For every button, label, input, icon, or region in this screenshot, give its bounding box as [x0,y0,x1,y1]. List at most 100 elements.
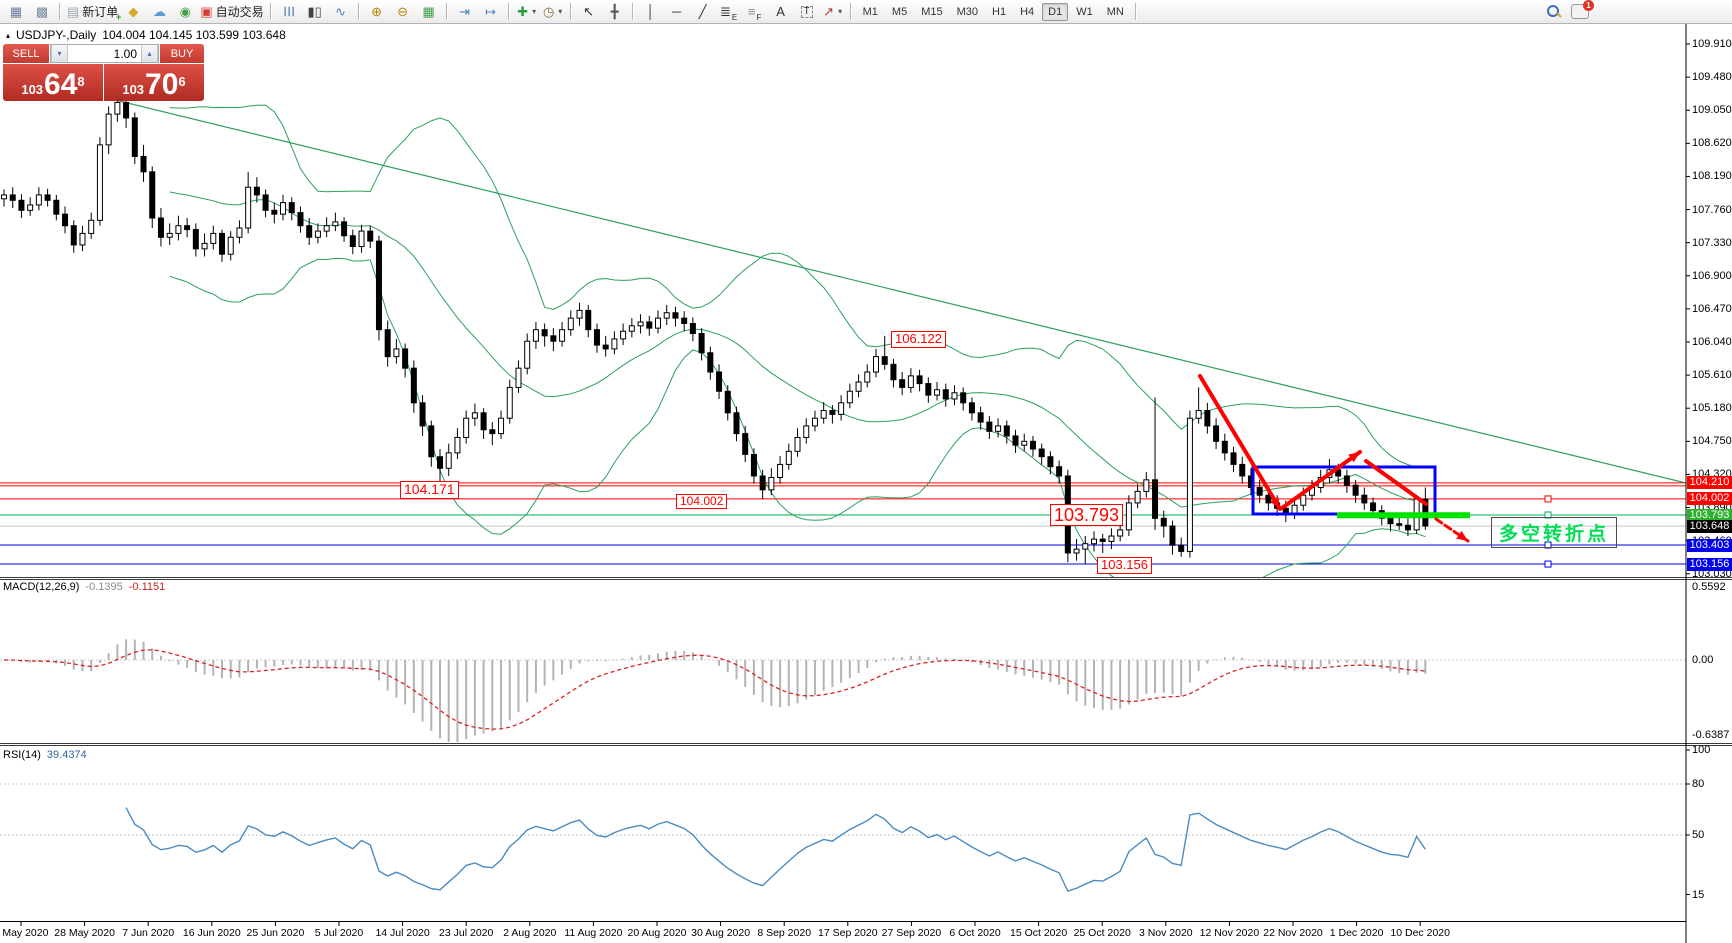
volume-down-stepper[interactable]: ▾ [51,45,68,62]
data-preview-icon[interactable]: ▩ [29,2,55,22]
candle-body [1213,425,1220,442]
time-tick-label[interactable]: 14 Jul 2020 [375,927,430,939]
arrows-icon[interactable]: ↗ ▾ [823,4,843,19]
bar-chart-icon[interactable]: ☰ [276,2,302,22]
channels-icon[interactable]: ≡ F [747,4,762,22]
green-support-bar[interactable] [1337,512,1470,519]
timeframe-m5[interactable]: M5 [891,5,908,18]
line-handle[interactable] [1544,511,1552,519]
zoom-out-icon[interactable]: ⊖ [390,2,416,22]
new-order-icon[interactable]: ▤ + 新订单 [67,4,122,22]
trendline[interactable] [114,99,1686,484]
candle-body [445,452,452,469]
volume-up-stepper[interactable]: ▴ [141,45,158,62]
cursor-icon[interactable]: ↖ [576,2,602,22]
line-handle[interactable] [1544,495,1552,503]
buy-button[interactable]: BUY [160,44,204,63]
timeframe-m1[interactable]: M1 [862,5,878,18]
time-tick-label[interactable]: 8 Sep 2020 [757,927,812,939]
volume-input[interactable]: 1.00 [113,46,137,61]
text-label-icon[interactable]: T [794,2,820,22]
timeframe-m15[interactable]: M15 [921,5,943,18]
timeframe-m30[interactable]: M30 [956,5,978,18]
line-handle[interactable] [1544,541,1552,549]
chart-shift-icon[interactable]: ↦ [478,2,504,22]
time-tick-label[interactable]: 12 Nov 2020 [1199,927,1260,939]
timeframe-mn[interactable]: MN [1106,5,1124,18]
time-tick-label[interactable]: 15 Oct 2020 [1009,927,1068,939]
time-tick-label[interactable]: 1 Dec 2020 [1329,927,1384,939]
tile-windows-icon[interactable]: ▦ [416,2,442,22]
time-tick-label[interactable]: 11 Aug 2020 [564,927,623,939]
chart-price-label-103.793[interactable]: 103.793 [1050,504,1124,527]
notifications-icon[interactable]: 1 [1571,0,1594,19]
autotrading-icon[interactable]: ▣ 自动交易 [198,2,265,22]
candle-body [9,194,16,201]
price-tick-label: 108.190 [1692,170,1732,183]
collapse-icon[interactable]: ▴ [6,30,11,40]
red-arrow-line[interactable] [1364,459,1428,506]
eraser-icon: ◆ [128,4,139,19]
hline-icon[interactable]: ─ [664,2,690,22]
chart-price-label-106.122[interactable]: 106.122 [891,331,946,348]
timeframe-h4[interactable]: H4 [1020,5,1035,18]
sell-button[interactable]: SELL [3,44,49,63]
timeframe-h1[interactable]: H1 [992,5,1007,18]
time-tick-label[interactable]: 27 Sep 2020 [881,927,942,939]
red-arrow-line[interactable] [1198,374,1282,511]
time-tick-label[interactable]: 3 Nov 2020 [1138,927,1193,939]
chart-price-label-104.002[interactable]: 104.002 [676,494,728,510]
buy-price[interactable]: 103 70 6 [104,64,204,101]
candle-body [724,390,731,414]
indicators-icon[interactable]: ✚ ▾ [517,4,537,19]
zoom-in-icon[interactable]: ⊕ [364,2,390,22]
red-trend-arrows[interactable] [1198,374,1470,543]
chart-price-label-103.156[interactable]: 103.156 [1097,557,1152,574]
time-tick-label[interactable]: 28 May 2020 [54,927,115,939]
time-tick-label[interactable]: 20 Aug 2020 [627,927,687,939]
candle-body [297,212,304,227]
chart-title: ▴ USDJPY-,Daily 104.004 104.145 103.599 … [6,28,286,42]
chart-price-label-104.171[interactable]: 104.171 [400,481,459,499]
horizontal-lines[interactable] [0,482,1686,568]
community-icon[interactable]: ☁ [146,2,172,22]
rsi-scale-label: 100 [1692,744,1711,756]
period-icon[interactable]: ◷ ▾ [542,4,563,19]
signal-icon[interactable]: ◉ [172,2,198,22]
crosshair-icon[interactable]: ╋ [602,2,628,22]
rsi-scale-label: 50 [1692,829,1705,841]
time-tick-label[interactable]: 17 Sep 2020 [818,927,878,939]
trendline-icon[interactable]: ╱ [690,2,716,22]
time-tick-label[interactable]: 6 Oct 2020 [949,927,1001,939]
candle-chart-icon[interactable]: ▮▯ [302,2,328,22]
timeframe-w1[interactable]: W1 [1076,5,1093,18]
fibonacci-icon[interactable]: ≣ E [720,4,738,22]
time-tick-label[interactable]: 16 Jun 2020 [182,927,241,939]
bb-middle [169,191,1426,508]
time-tick-label[interactable]: 30 Aug 2020 [691,927,751,939]
chart-window-icon[interactable]: ▦ [3,2,29,22]
vline-icon[interactable]: │ [638,2,664,22]
candle-body [79,232,86,246]
line-chart-icon[interactable]: ∿ [328,2,354,22]
time-tick-label[interactable]: 5 Jul 2020 [314,927,364,939]
time-tick-label[interactable]: 10 Dec 2020 [1390,927,1450,939]
search-icon[interactable] [1546,4,1562,19]
eraser-icon[interactable]: ◆ [120,2,146,22]
turning-point-annotation[interactable]: 多空转折点 [1491,517,1618,548]
time-tick-label[interactable]: 7 Jun 2020 [122,927,175,939]
time-tick-label[interactable]: 2 Aug 2020 [503,927,557,939]
line-handle[interactable] [1544,560,1552,568]
candle-body [951,392,958,400]
time-tick-label[interactable]: 23 Jul 2020 [439,927,494,939]
text-icon[interactable]: A [768,2,794,22]
time-tick-label[interactable]: 25 Oct 2020 [1073,927,1131,939]
time-tick-label[interactable]: 22 Nov 2020 [1263,927,1323,939]
red-arrow-line[interactable] [1280,450,1362,510]
time-tick-label[interactable]: 9 May 2020 [0,927,49,939]
timeframe-d1[interactable]: D1 [1042,2,1069,21]
sell-price[interactable]: 103 64 8 [3,64,103,101]
time-tick-label[interactable]: 25 Jun 2020 [246,927,305,939]
auto-scroll-icon[interactable]: ⇥ [452,2,478,22]
